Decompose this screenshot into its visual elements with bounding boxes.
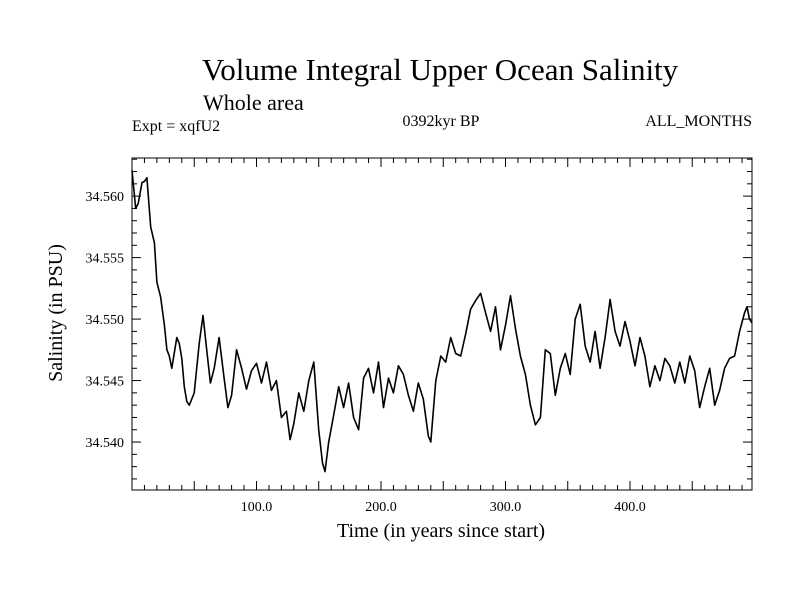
salinity-series-line (131, 170, 753, 473)
x-tick-label: 100.0 (241, 500, 273, 515)
y-tick-label: 34.560 (86, 190, 125, 205)
x-axis-title: Time (in years since start) (337, 520, 545, 542)
axis-ticks (132, 158, 752, 490)
chart-title: Volume Integral Upper Ocean Salinity (202, 52, 679, 87)
chart-subtitle: Whole area (203, 90, 304, 115)
y-axis-title: Salinity (in PSU) (45, 244, 67, 382)
plot-frame (131, 157, 753, 491)
y-tick-label: 34.545 (86, 375, 125, 390)
months-label: ALL_MONTHS (645, 113, 752, 130)
period-label: 0392kyr BP (403, 113, 480, 130)
x-tick-label: 400.0 (614, 500, 646, 515)
x-tick-label: 200.0 (365, 500, 397, 515)
experiment-label: Expt = xqfU2 (132, 118, 220, 135)
y-tick-label: 34.540 (86, 436, 125, 451)
y-tick-label: 34.555 (86, 252, 125, 267)
axis-tick-labels: 100.0 200.0 300.0 400.0 34.540 34.545 34.550 34… (86, 190, 646, 515)
y-tick-label: 34.550 (86, 313, 125, 328)
x-tick-label: 300.0 (490, 500, 522, 515)
